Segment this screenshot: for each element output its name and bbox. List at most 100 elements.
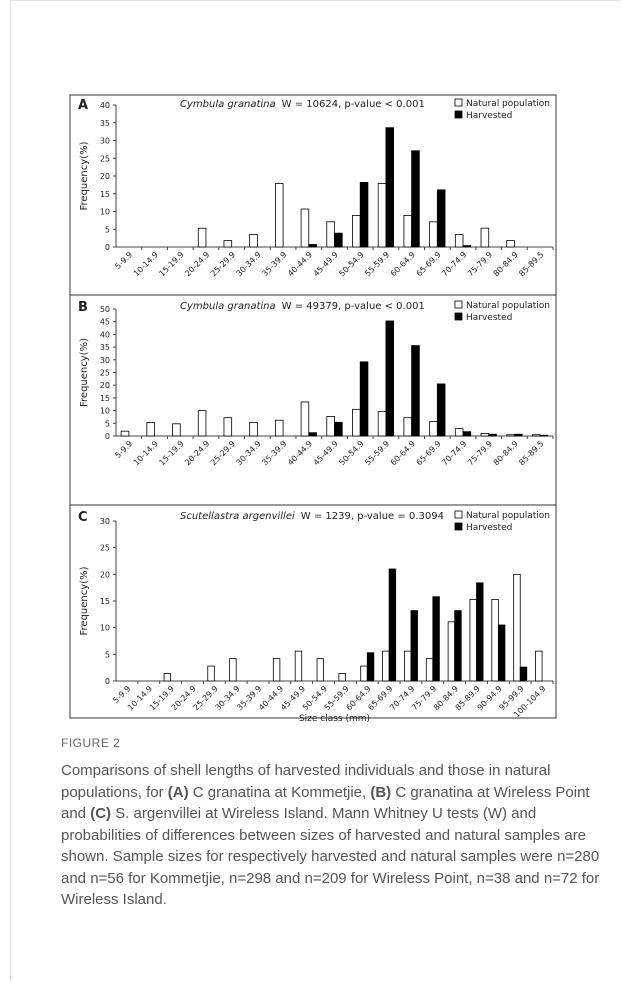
y-axis-label: Frequency(%) (79, 566, 90, 635)
bar (491, 599, 499, 682)
x-tick-label: 50-54.9 (337, 250, 365, 278)
bar (447, 621, 456, 682)
x-tick-label: 45-49.9 (312, 439, 340, 467)
bar (300, 401, 310, 437)
y-tick-label: 30 (100, 517, 110, 526)
card (10, 0, 621, 980)
caption-segment: S. argenvillei at Wireless Island. Mann … (61, 805, 600, 908)
bar (272, 658, 281, 682)
bar (480, 227, 490, 248)
bar (359, 181, 369, 248)
x-tick-label: 60-64.9 (389, 439, 417, 467)
bar (223, 240, 233, 248)
figure-frame (69, 94, 557, 719)
bar (334, 421, 343, 437)
x-tick-label: 45-49.9 (312, 250, 340, 278)
bar (326, 416, 335, 437)
bar (249, 234, 258, 248)
bar (404, 650, 412, 682)
panel-label: A (78, 98, 88, 113)
bar (462, 431, 472, 437)
x-tick-label: 80-84.9 (492, 439, 520, 467)
y-tick-label: 0 (105, 432, 110, 441)
x-tick-label: 70-74.9 (440, 250, 468, 278)
figure-label: FIGURE 2 (61, 736, 121, 750)
bar (454, 234, 464, 248)
bar (539, 434, 549, 437)
bar (480, 433, 490, 437)
bar (506, 240, 515, 248)
legend-label: Harvested (466, 111, 512, 121)
bar (513, 573, 521, 682)
bar (385, 320, 395, 437)
bar (388, 568, 397, 682)
x-tick-label: 30-34.9 (235, 250, 263, 278)
bar (462, 245, 472, 248)
subtitle: W = 1239, p-value = 0.3094 (301, 511, 444, 522)
x-tick-label: 5-9.9 (113, 439, 134, 460)
y-tick-label: 15 (100, 190, 110, 199)
bar (229, 658, 237, 682)
x-tick-label: 5-9.9 (113, 250, 134, 271)
title: Cymbula granatina (180, 301, 276, 312)
bar (429, 421, 438, 437)
bar (476, 582, 484, 682)
bar (360, 665, 368, 682)
x-tick-label: 85-89.5 (517, 439, 545, 467)
bar (497, 624, 506, 682)
y-tick-label: 35 (100, 343, 110, 352)
y-tick-label: 35 (100, 119, 110, 128)
bar (519, 666, 528, 682)
bar (469, 599, 477, 682)
bar (532, 434, 541, 437)
y-tick-label: 10 (100, 624, 110, 633)
y-tick-label: 15 (100, 394, 110, 403)
x-tick-label: 70-74.9 (440, 439, 468, 467)
bar (294, 650, 303, 682)
bar (316, 658, 324, 682)
x-axis-label: Size class (mm) (299, 714, 370, 724)
figure: A Cymbula granatina W = 10624, p-value < 0… (69, 94, 557, 724)
bar (274, 183, 284, 248)
bar (308, 244, 317, 248)
y-tick-label: 0 (105, 243, 110, 252)
y-tick-label: 40 (100, 101, 110, 110)
legend-label: Harvested (466, 523, 512, 533)
x-tick-label: 75-79.9 (466, 439, 494, 467)
bar (334, 232, 343, 248)
bar (429, 221, 438, 248)
bar (410, 610, 418, 682)
legend-label: Natural population (466, 511, 550, 521)
legend-swatch (454, 300, 463, 309)
bar (300, 208, 310, 248)
x-tick-label: 55-59.9 (363, 439, 391, 467)
bar (377, 411, 387, 437)
caption-segment: C granatina at Kommetjie, (188, 783, 371, 801)
bar (359, 361, 369, 437)
y-axis-label: Frequency(%) (79, 141, 90, 210)
legend-swatch (454, 110, 463, 119)
bar (488, 433, 497, 437)
bar (352, 408, 361, 437)
subtitle: W = 10624, p-value < 0.001 (282, 99, 425, 110)
y-tick-label: 30 (100, 137, 110, 146)
bar (326, 221, 335, 248)
panel-title: Scutellastra argenvillei W = 1239, p-valu… (180, 511, 444, 522)
x-tick-label: 15-19.9 (157, 439, 185, 467)
caption: Comparisons of shell lengths of harveste… (61, 760, 601, 911)
bar (385, 127, 395, 248)
legend-label: Natural population (466, 99, 550, 109)
bar (436, 383, 446, 437)
panel-title: Cymbula granatina W = 49379, p-value < 0.… (180, 301, 425, 312)
panel-label: C (78, 510, 88, 525)
y-tick-label: 30 (100, 356, 110, 365)
bar (411, 345, 420, 437)
x-tick-label: 65-69.9 (415, 439, 443, 467)
y-tick-label: 5 (105, 225, 110, 234)
y-tick-label: 50 (100, 305, 110, 314)
legend-swatch (454, 98, 463, 107)
bar (223, 417, 233, 437)
x-tick-label: 20-24.9 (183, 250, 211, 278)
bar (506, 434, 515, 437)
x-tick-label: 40-44.9 (286, 439, 314, 467)
